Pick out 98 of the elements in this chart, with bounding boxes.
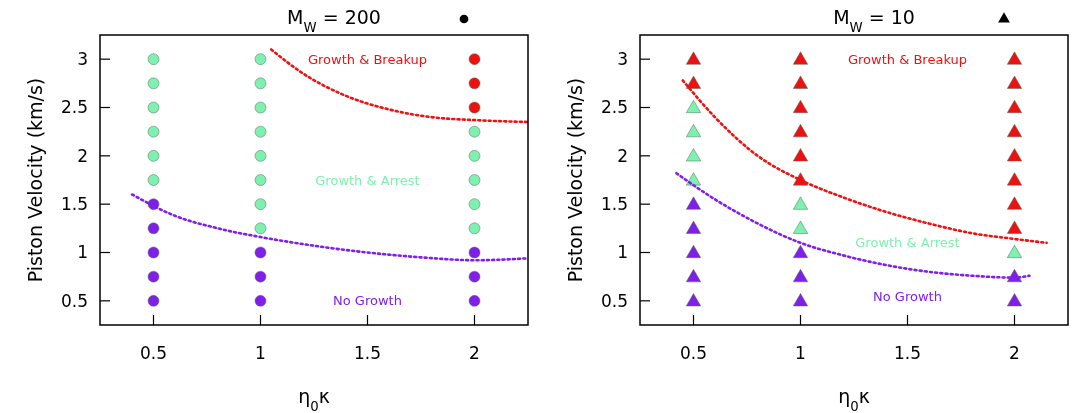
point bbox=[468, 125, 481, 138]
point bbox=[792, 123, 809, 138]
point bbox=[1006, 123, 1023, 138]
annotation: No Growth bbox=[873, 288, 942, 304]
y-tick-label: 1 bbox=[617, 242, 628, 263]
x-tick-label: 1.5 bbox=[893, 343, 922, 363]
point bbox=[1006, 148, 1023, 162]
point bbox=[468, 77, 481, 90]
point bbox=[147, 174, 160, 186]
point bbox=[792, 196, 809, 210]
point bbox=[147, 77, 160, 90]
point bbox=[254, 222, 267, 235]
point bbox=[254, 53, 267, 66]
point bbox=[468, 294, 481, 307]
annotation: No Growth bbox=[333, 293, 402, 309]
point bbox=[254, 246, 267, 259]
point bbox=[254, 174, 267, 186]
point bbox=[147, 294, 160, 307]
point bbox=[792, 148, 809, 162]
annotation: Growth & Breakup bbox=[847, 51, 968, 67]
point bbox=[147, 53, 160, 66]
point bbox=[1006, 99, 1023, 114]
point bbox=[147, 125, 160, 138]
point bbox=[1006, 75, 1023, 89]
point bbox=[1006, 244, 1023, 259]
point bbox=[685, 293, 702, 307]
point bbox=[685, 244, 702, 259]
y-axis-title: Piston Velocity (km/s) bbox=[24, 77, 46, 283]
annotation: Growth & Arrest bbox=[855, 235, 960, 251]
point bbox=[254, 270, 267, 283]
point bbox=[254, 101, 267, 114]
x-tick-label: 1.5 bbox=[353, 343, 382, 363]
x-tick-label: 2 bbox=[1009, 343, 1020, 363]
y-tick-label: 0.5 bbox=[60, 290, 88, 311]
annotation: Growth & Arrest bbox=[315, 172, 420, 188]
x-tick-label: 1 bbox=[255, 343, 266, 363]
point bbox=[147, 270, 160, 283]
point bbox=[792, 293, 809, 307]
point bbox=[468, 101, 481, 114]
point bbox=[1006, 220, 1023, 234]
y-tick-label: 3 bbox=[77, 49, 88, 70]
point bbox=[254, 149, 267, 162]
y-tick-label: 2 bbox=[77, 145, 88, 166]
point bbox=[792, 220, 809, 234]
line-series bbox=[130, 193, 528, 262]
point bbox=[147, 222, 160, 235]
point bbox=[254, 125, 267, 138]
point bbox=[468, 198, 481, 211]
point bbox=[792, 75, 809, 89]
point bbox=[685, 75, 702, 89]
point bbox=[254, 294, 267, 307]
point bbox=[147, 149, 160, 162]
y-tick-label: 2 bbox=[617, 145, 628, 166]
y-tick-label: 1.5 bbox=[600, 194, 628, 215]
line-series bbox=[269, 48, 528, 124]
point bbox=[254, 198, 267, 211]
point bbox=[468, 149, 481, 162]
point bbox=[792, 172, 809, 186]
point bbox=[147, 246, 160, 259]
x-axis-title: η$_{0}$κ bbox=[298, 385, 330, 413]
point bbox=[792, 99, 809, 114]
point bbox=[792, 268, 809, 283]
point bbox=[468, 174, 481, 186]
y-tick-label: 0.5 bbox=[600, 290, 628, 311]
point bbox=[468, 222, 481, 235]
point bbox=[685, 148, 702, 162]
point bbox=[685, 51, 702, 65]
point bbox=[468, 270, 481, 283]
point bbox=[685, 268, 702, 283]
point bbox=[1006, 293, 1023, 307]
y-axis-title: Piston Velocity (km/s) bbox=[564, 77, 586, 283]
point bbox=[685, 196, 702, 210]
x-tick-label: 0.5 bbox=[139, 343, 168, 363]
y-tick-label: 1 bbox=[77, 242, 88, 263]
point bbox=[254, 77, 267, 90]
annotation: Growth & Breakup bbox=[307, 51, 428, 67]
point bbox=[1006, 172, 1023, 186]
chart-title: M$_{W}$ = 10 bbox=[833, 6, 915, 35]
y-tick-label: 1.5 bbox=[60, 194, 88, 215]
point bbox=[792, 244, 809, 259]
point bbox=[147, 101, 160, 114]
x-tick-label: 0.5 bbox=[679, 343, 708, 363]
y-tick-label: 3 bbox=[617, 49, 628, 70]
line-series bbox=[681, 79, 1048, 245]
point bbox=[685, 220, 702, 234]
x-axis-title: η$_{0}$κ bbox=[838, 385, 870, 413]
point bbox=[685, 99, 702, 114]
x-tick-label: 1 bbox=[795, 343, 806, 363]
point bbox=[792, 51, 809, 65]
point bbox=[468, 53, 481, 66]
point bbox=[1006, 51, 1023, 65]
y-tick-label: 2.5 bbox=[60, 97, 88, 118]
x-tick-label: 2 bbox=[469, 343, 480, 363]
point bbox=[685, 123, 702, 138]
chart-title: M$_{W}$ = 200 bbox=[287, 6, 381, 35]
point bbox=[468, 246, 481, 259]
y-tick-label: 2.5 bbox=[600, 97, 628, 118]
point bbox=[1006, 196, 1023, 210]
